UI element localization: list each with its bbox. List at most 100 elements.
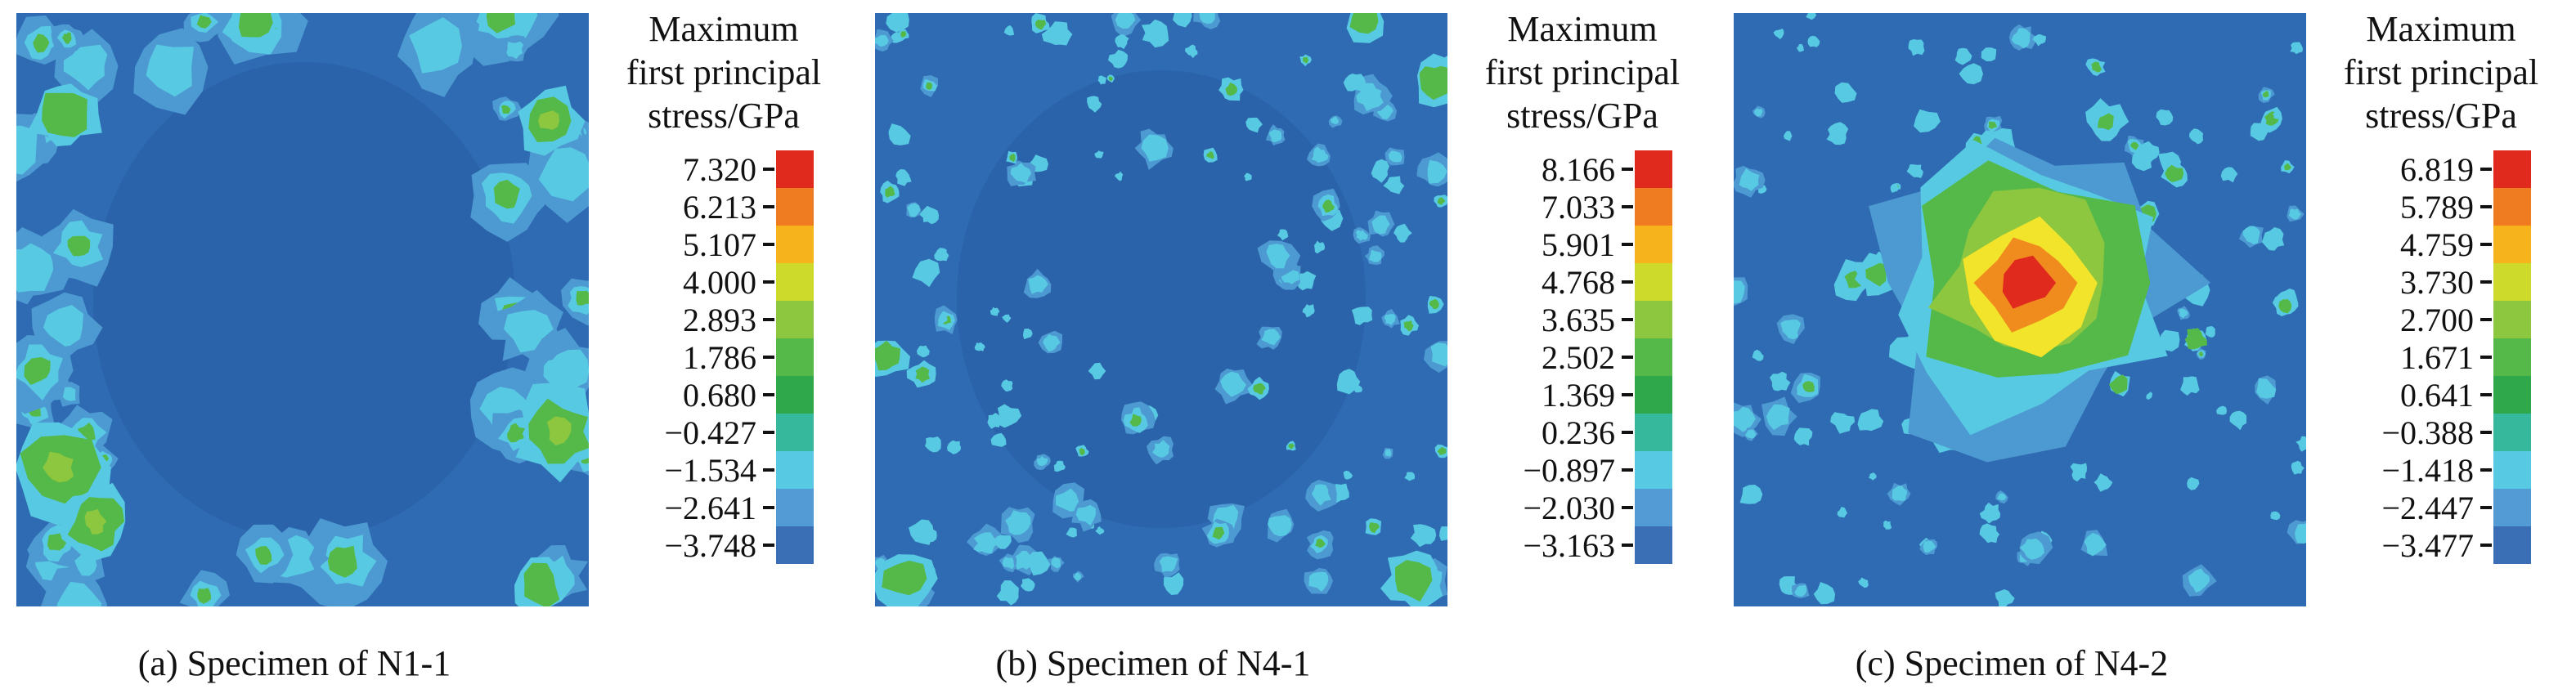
legend-tick-label: −2.447: [2381, 489, 2474, 526]
legend-tick-mark: [1622, 506, 1633, 510]
legend-tick-label: −2.641: [664, 489, 756, 526]
legend-tick-mark: [763, 431, 774, 435]
legend-tick-row: −3.477: [2351, 526, 2531, 565]
legend-title-line: Maximum: [1507, 9, 1658, 49]
legend-title-line: Maximum: [648, 9, 799, 49]
legend-a: Maximum first principal stress/GPa 7.320…: [589, 0, 859, 565]
legend-color-band: [1635, 526, 1672, 565]
legend-tick-row: 3.730: [2351, 263, 2531, 302]
legend-tick-row: −2.641: [634, 489, 814, 527]
legend-title: Maximum first principal stress/GPa: [2306, 8, 2576, 137]
legend-color-band: [776, 451, 814, 490]
legend-tick-row: −1.534: [634, 451, 814, 490]
legend-tick-label: 5.901: [1542, 226, 1615, 263]
legend-tick-row: 6.819: [2351, 150, 2531, 189]
legend-color-band: [1635, 150, 1672, 189]
legend-tick-row: 8.166: [1492, 150, 1672, 189]
legend-tick-label: 5.789: [2400, 188, 2474, 226]
legend-tick-row: −0.427: [634, 414, 814, 452]
legend-tick-label: 1.369: [1542, 376, 1615, 414]
legend-tick-row: 0.641: [2351, 376, 2531, 414]
stress-contour-plot-c: [1734, 13, 2306, 606]
legend-color-band: [2493, 301, 2531, 339]
legend-tick-label: 5.107: [683, 226, 756, 263]
legend-color-band: [1635, 263, 1672, 302]
legend-tick-label: 1.671: [2400, 338, 2474, 376]
legend-color-band: [1635, 226, 1672, 264]
legend-tick-mark: [2480, 280, 2492, 284]
legend-tick-row: 5.107: [634, 226, 814, 264]
legend-tick-mark: [1622, 468, 1633, 472]
legend-tick-row: 0.236: [1492, 414, 1672, 452]
legend-tick-mark: [763, 356, 774, 360]
legend-color-band: [2493, 150, 2531, 189]
legend-color-band: [1635, 451, 1672, 490]
legend-tick-mark: [763, 243, 774, 247]
legend-title-line: first principal: [2343, 51, 2539, 92]
stress-contour-plot-a: [16, 13, 589, 606]
panel-a: Maximum first principal stress/GPa 7.320…: [0, 0, 859, 684]
legend-tick-label: 4.000: [683, 263, 756, 301]
legend-tick-label: 3.635: [1542, 301, 1615, 338]
legend-tick-row: 3.635: [1492, 301, 1672, 339]
legend-color-band: [776, 376, 814, 414]
legend-color-band: [1635, 489, 1672, 527]
panel-c-row: Maximum first principal stress/GPa 6.819…: [1717, 0, 2576, 606]
legend-color-band: [776, 150, 814, 189]
legend-color-band: [2493, 226, 2531, 264]
legend-color-band: [2493, 338, 2531, 377]
legend-tick-row: 4.000: [634, 263, 814, 302]
legend-color-band: [1635, 338, 1672, 377]
legend-tick-label: 0.680: [683, 376, 756, 414]
legend-title: Maximum first principal stress/GPa: [1447, 8, 1717, 137]
legend-tick-mark: [2480, 205, 2492, 209]
legend-tick-label: 2.502: [1542, 338, 1615, 376]
legend-tick-mark: [763, 318, 774, 322]
legend-color-band: [1635, 188, 1672, 226]
legend-tick-row: −0.897: [1492, 451, 1672, 490]
panel-b: Maximum first principal stress/GPa 8.166…: [859, 0, 1717, 684]
panel-a-row: Maximum first principal stress/GPa 7.320…: [0, 0, 859, 606]
legend-tick-row: 1.369: [1492, 376, 1672, 414]
legend-tick-mark: [763, 280, 774, 284]
legend-tick-label: −1.418: [2381, 451, 2474, 489]
legend-tick-mark: [2480, 431, 2492, 435]
legend-color-band: [2493, 414, 2531, 452]
legend-tick-row: 2.893: [634, 301, 814, 339]
legend-colorbar: 6.819 5.789 4.759 3.730 2.700 1.671 0.641 −0.38…: [2351, 150, 2531, 565]
legend-tick-label: 0.236: [1542, 414, 1615, 451]
legend-tick-mark: [1622, 393, 1633, 397]
legend-tick-label: −3.748: [664, 526, 756, 564]
legend-tick-mark: [1622, 168, 1633, 172]
legend-tick-row: 1.786: [634, 338, 814, 377]
legend-tick-row: −3.748: [634, 526, 814, 565]
legend-tick-label: −3.163: [1523, 526, 1615, 564]
legend-color-band: [2493, 188, 2531, 226]
legend-tick-mark: [2480, 468, 2492, 472]
legend-tick-mark: [2480, 168, 2492, 172]
stress-contour-plot-b: [875, 13, 1447, 606]
legend-tick-mark: [2480, 243, 2492, 247]
legend-tick-label: −1.534: [664, 451, 756, 489]
legend-tick-row: 1.671: [2351, 338, 2531, 377]
legend-tick-label: 7.033: [1542, 188, 1615, 226]
legend-tick-mark: [2480, 544, 2492, 548]
legend-title-line: stress/GPa: [2365, 95, 2517, 136]
legend-title-line: stress/GPa: [1506, 95, 1658, 136]
legend-tick-label: −0.897: [1523, 451, 1615, 489]
legend-color-band: [1635, 376, 1672, 414]
legend-color-band: [776, 489, 814, 527]
legend-tick-mark: [763, 506, 774, 510]
legend-color-band: [2493, 376, 2531, 414]
legend-b: Maximum first principal stress/GPa 8.166…: [1447, 0, 1717, 565]
legend-tick-row: 7.320: [634, 150, 814, 189]
legend-tick-row: 4.759: [2351, 226, 2531, 264]
legend-tick-row: 6.213: [634, 188, 814, 226]
legend-tick-row: 7.033: [1492, 188, 1672, 226]
legend-tick-mark: [1622, 544, 1633, 548]
legend-tick-row: 0.680: [634, 376, 814, 414]
legend-color-band: [776, 301, 814, 339]
legend-tick-mark: [763, 393, 774, 397]
legend-title-line: first principal: [1484, 51, 1681, 92]
legend-tick-mark: [763, 205, 774, 209]
